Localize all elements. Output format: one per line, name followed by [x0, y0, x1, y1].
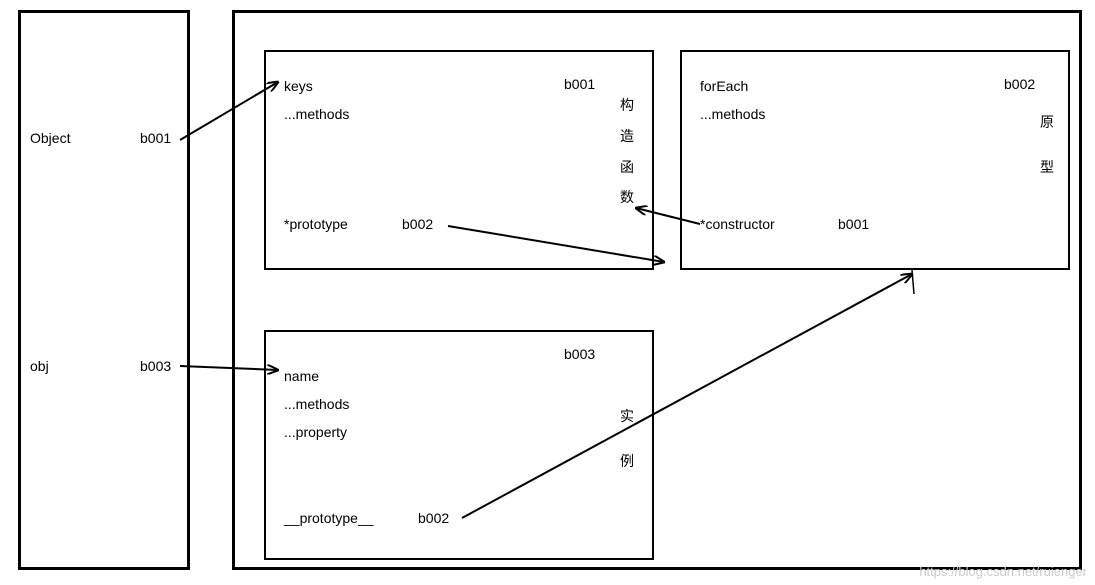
constructor-id-label: b001	[564, 76, 595, 92]
prototype-line-methods: ...methods	[700, 106, 765, 122]
left-row-obj-value: b003	[140, 358, 171, 374]
left-row-obj-name: obj	[30, 358, 49, 374]
left-row-object-value: b001	[140, 130, 171, 146]
instance-line-name: name	[284, 368, 319, 384]
instance-line-property: ...property	[284, 424, 347, 440]
constructor-box	[264, 50, 654, 270]
left-panel-box	[18, 10, 190, 570]
watermark-text: https://blog.csdn.net/ruienger	[919, 564, 1087, 579]
instance-pointer-value: b002	[418, 510, 449, 526]
constructor-line-keys: keys	[284, 78, 313, 94]
instance-line-methods: ...methods	[284, 396, 349, 412]
prototype-side-label: 原型	[1040, 100, 1054, 190]
instance-id-label: b003	[564, 346, 595, 362]
constructor-pointer-value: b002	[402, 216, 433, 232]
left-row-object-name: Object	[30, 130, 70, 146]
constructor-pointer-key: *prototype	[284, 216, 348, 232]
instance-pointer-key: __prototype__	[284, 510, 374, 526]
instance-side-label: 实例	[620, 394, 634, 484]
prototype-pointer-value: b001	[838, 216, 869, 232]
constructor-side-label: 构造函数	[620, 90, 634, 213]
prototype-id-label: b002	[1004, 76, 1035, 92]
prototype-line-foreach: forEach	[700, 78, 748, 94]
prototype-pointer-key: *constructor	[700, 216, 775, 232]
constructor-line-methods: ...methods	[284, 106, 349, 122]
